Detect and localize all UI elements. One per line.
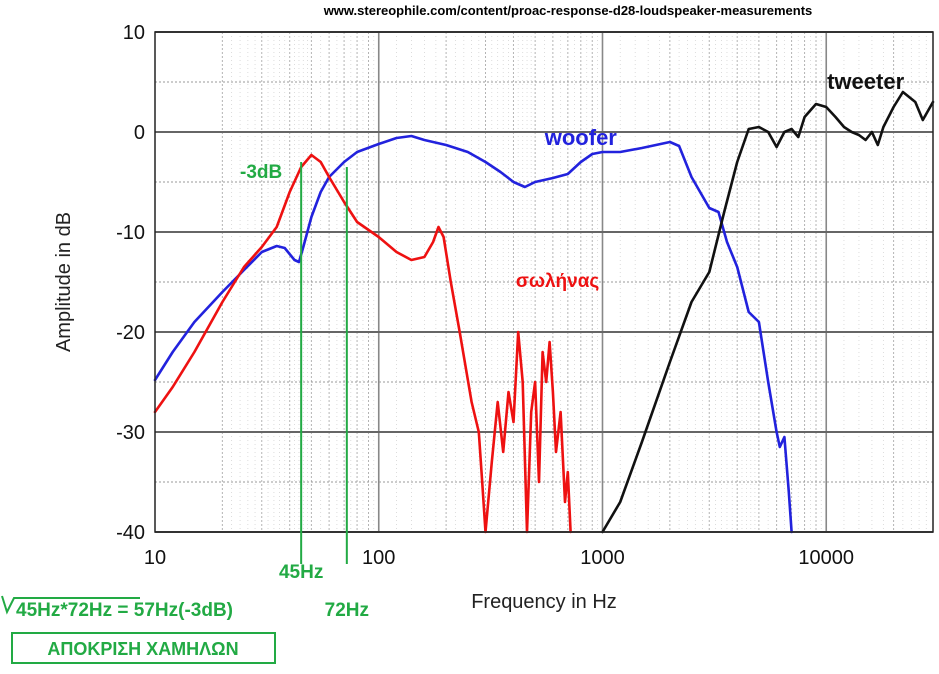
formula-annotation: 45Hz*72Hz = 57Hz(-3dB) [1,595,233,621]
y-tick-label: -40 [116,522,145,544]
y-tick-label: -20 [116,322,145,344]
y-tick-label: -10 [116,222,145,244]
source-url: www.stereophile.com/content/proac-respon… [323,3,813,18]
series-label: σωλήνας [516,271,599,292]
series-labels: woofer tweeter σωλήνας [516,69,905,292]
x-tick-label: 100 [362,547,395,569]
formula-text: 45Hz*72Hz = 57Hz(-3dB) [16,600,233,621]
grid [155,31,933,533]
boxed-annotation: ΑΠΟΚΡΙΣΗ ΧΑΜΗΛΩΝ [11,632,276,664]
series-line-woofer [153,134,793,534]
marker-45hz-label: 45Hz [279,562,323,583]
x-tick-labels: 10 100 1000 10000 [144,547,854,569]
x-tick-label: 1000 [580,547,625,569]
marker-72hz-label: 72Hz [325,600,369,621]
series-layer [153,90,935,534]
boxed-annotation-frame [11,632,276,664]
y-axis-title: Amplitude in dB [53,212,75,352]
minus-3db-label: -3dB [240,162,282,183]
x-tick-label: 10000 [798,547,854,569]
y-tick-labels: 10 0 -10 -20 -30 -40 [116,22,145,544]
series-label: woofer [544,125,618,150]
y-tick-label: 0 [134,122,145,144]
series-label: tweeter [827,69,904,94]
sqrt-sign [1,595,140,615]
y-tick-label: -30 [116,422,145,444]
y-tick-label: 10 [123,22,145,44]
x-axis-title: Frequency in Hz [471,591,617,613]
boxed-annotation-text: ΑΠΟΚΡΙΣΗ ΧΑΜΗΛΩΝ [47,639,238,659]
series-line-port [153,153,572,534]
plot-frame [154,31,934,533]
series-line-tweeter [601,90,935,534]
x-tick-label: 10 [144,547,166,569]
